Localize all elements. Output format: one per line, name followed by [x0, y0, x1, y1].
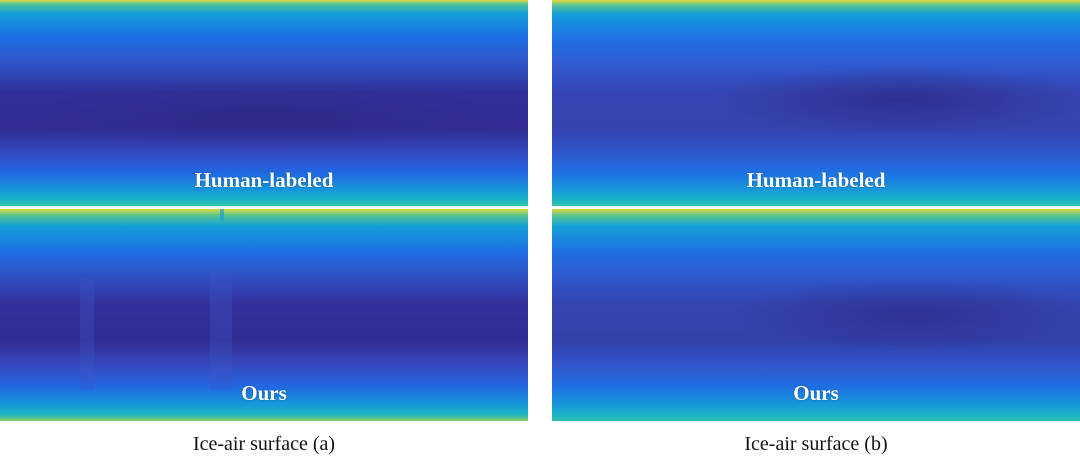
caption-a: Ice-air surface (a) [192, 433, 336, 455]
heatmap-panel-b-ours: Ours [552, 209, 1080, 421]
heatmap-panel-b-human-labeled: Human-labeled [552, 0, 1080, 206]
heatmap-panel-a-human-labeled: Human-labeled [0, 0, 528, 206]
caption-b: Ice-air surface (b) [744, 433, 888, 455]
heatmap-image [0, 0, 528, 206]
heatmap-image [552, 0, 1080, 206]
panel-label: Ours [241, 381, 287, 405]
panel-label: Ours [793, 381, 839, 405]
heatmap-panel-a-ours: Ours [0, 209, 528, 421]
panel-label: Human-labeled [194, 168, 334, 192]
panel-label: Human-labeled [746, 168, 886, 192]
heatmap-image [552, 209, 1080, 421]
heatmap-image [0, 209, 528, 421]
